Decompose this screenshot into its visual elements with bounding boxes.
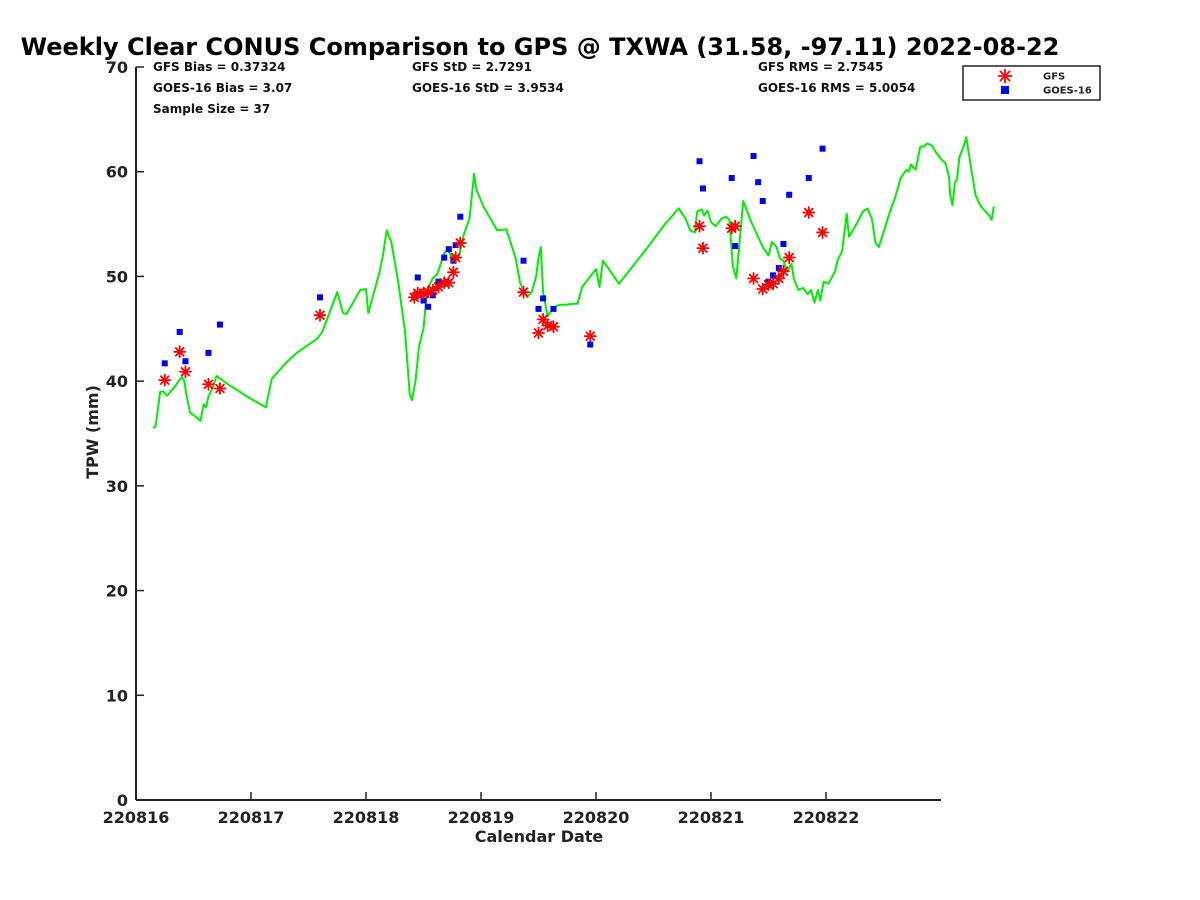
goes16-point bbox=[770, 272, 777, 279]
goes16-point bbox=[445, 246, 452, 253]
gfs-point bbox=[179, 365, 192, 379]
goes16-point bbox=[441, 254, 448, 261]
goes16-point bbox=[414, 274, 421, 281]
goes16-point bbox=[699, 185, 706, 192]
y-tick-label: 0 bbox=[117, 791, 128, 810]
goes16-point bbox=[728, 174, 735, 181]
gfs-point bbox=[449, 251, 463, 264]
legend-goes16-marker bbox=[1001, 86, 1009, 94]
goes-rms-stat: GOES-16 RMS = 5.0054 bbox=[758, 81, 915, 95]
x-axis-ticks: 220816 220817 220818 220819 220820 220821 2208… bbox=[103, 792, 860, 827]
gfs-std-stat: GFS StD = 2.7291 bbox=[412, 60, 532, 74]
gps-tpw-line bbox=[152, 136, 995, 430]
gfs-point bbox=[766, 277, 780, 291]
gfs-point bbox=[517, 285, 530, 299]
goes16-point bbox=[540, 295, 547, 302]
stats-block: GFS Bias = 0.37324 GOES-16 Bias = 3.07 S… bbox=[153, 60, 915, 116]
gfs-point bbox=[532, 326, 545, 340]
goes16-point bbox=[317, 294, 323, 301]
goes16-point bbox=[216, 321, 223, 328]
y-tick-label: 30 bbox=[106, 477, 128, 496]
gfs-point bbox=[728, 219, 742, 233]
y-axis-label: TPW (mm) bbox=[83, 385, 102, 479]
goes16-point bbox=[732, 243, 739, 250]
gfs-point bbox=[442, 276, 456, 290]
sample-size-stat: Sample Size = 37 bbox=[153, 102, 270, 116]
gfs-point bbox=[313, 308, 327, 322]
gfs-bias-stat: GFS Bias = 0.37324 bbox=[153, 60, 285, 74]
legend-items: GFS GOES-16 bbox=[997, 68, 1092, 97]
gfs-point bbox=[547, 320, 560, 334]
y-tick-label: 50 bbox=[106, 267, 128, 286]
gfs-point bbox=[158, 373, 172, 387]
goes16-point bbox=[786, 191, 793, 198]
gfs-point bbox=[213, 382, 227, 395]
goes16-point bbox=[550, 305, 557, 312]
goes16-point bbox=[205, 349, 212, 356]
gfs-point bbox=[696, 241, 710, 255]
gfs-point bbox=[453, 236, 467, 250]
gfs-point bbox=[693, 219, 706, 233]
legend-label: GFS bbox=[1043, 72, 1065, 83]
goes16-series bbox=[161, 145, 826, 367]
goes16-point bbox=[520, 257, 527, 264]
goes16-point bbox=[535, 305, 542, 312]
goes16-point bbox=[452, 242, 459, 249]
gfs-point bbox=[173, 345, 187, 359]
legend-box bbox=[962, 65, 1101, 101]
y-axis-ticks: 0 10 20 30 40 50 60 70 bbox=[106, 58, 144, 810]
gfs-rms-stat: GFS RMS = 2.7545 bbox=[758, 60, 883, 74]
goes16-point bbox=[750, 153, 757, 160]
x-tick-label: 220819 bbox=[448, 808, 515, 827]
y-tick-label: 10 bbox=[106, 686, 128, 705]
goes16-point bbox=[425, 303, 432, 310]
goes16-point bbox=[759, 198, 766, 205]
gfs-point bbox=[747, 272, 760, 285]
gfs-point bbox=[202, 377, 215, 391]
legend: GFS GOES-16 bbox=[962, 65, 1101, 101]
gfs-point bbox=[802, 206, 816, 219]
goes16-point bbox=[176, 328, 183, 335]
goes16-point bbox=[805, 174, 812, 181]
goes16-point bbox=[755, 179, 762, 186]
goes16-point bbox=[587, 341, 594, 348]
chart-title: Weekly Clear CONUS Comparison to GPS @ T… bbox=[21, 33, 1060, 61]
goes16-point bbox=[819, 145, 826, 152]
gfs-point bbox=[583, 329, 597, 343]
x-axis-label: Calendar Date bbox=[475, 827, 604, 846]
gfs-point bbox=[446, 265, 460, 279]
y-tick-label: 60 bbox=[106, 163, 128, 182]
x-tick-label: 220821 bbox=[678, 808, 745, 827]
x-tick-label: 220818 bbox=[333, 808, 400, 827]
legend-label: GOES-16 bbox=[1043, 86, 1092, 97]
goes16-point bbox=[182, 358, 189, 365]
gfs-point bbox=[782, 251, 796, 264]
axes bbox=[135, 67, 941, 801]
legend-gfs-marker bbox=[997, 68, 1013, 84]
plot-area bbox=[152, 136, 995, 430]
goes-std-stat: GOES-16 StD = 3.9534 bbox=[412, 81, 564, 95]
goes16-point bbox=[161, 360, 168, 367]
gfs-point bbox=[816, 226, 829, 239]
y-tick-label: 40 bbox=[106, 372, 128, 391]
gfs-point bbox=[777, 264, 790, 278]
gfs-point bbox=[432, 280, 445, 294]
gfs-series bbox=[158, 206, 829, 395]
y-tick-label: 20 bbox=[106, 582, 128, 601]
goes16-point bbox=[696, 158, 703, 165]
x-tick-label: 220817 bbox=[218, 808, 285, 827]
gfs-point bbox=[536, 312, 550, 326]
goes-bias-stat: GOES-16 Bias = 3.07 bbox=[153, 81, 292, 95]
x-tick-label: 220822 bbox=[793, 808, 860, 827]
goes16-point bbox=[420, 297, 427, 304]
x-tick-label: 220816 bbox=[103, 808, 170, 827]
x-tick-label: 220820 bbox=[563, 808, 630, 827]
goes16-point bbox=[775, 265, 782, 272]
y-tick-label: 70 bbox=[106, 58, 128, 77]
goes16-point bbox=[780, 240, 787, 247]
goes16-point bbox=[457, 213, 464, 220]
